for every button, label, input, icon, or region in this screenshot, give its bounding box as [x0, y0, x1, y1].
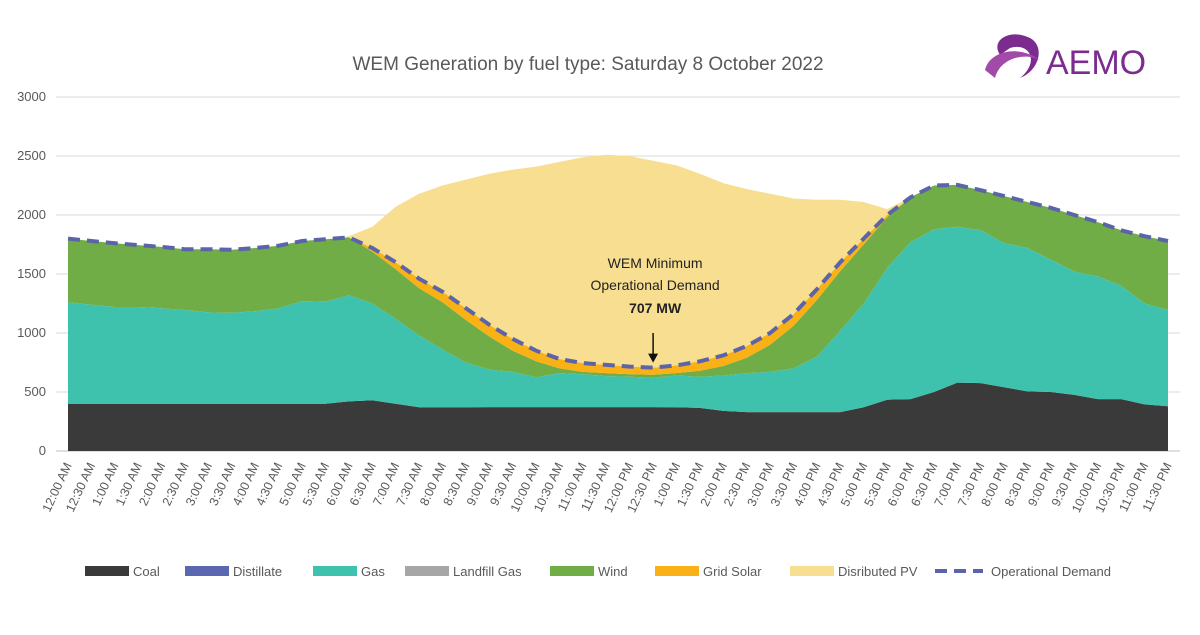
legend-swatch — [405, 566, 449, 576]
logo-text: AEMO — [1046, 44, 1146, 82]
annotation-text: Operational Demand — [591, 277, 720, 293]
legend-swatch — [313, 566, 357, 576]
legend-swatch — [550, 566, 594, 576]
y-tick-label: 1000 — [17, 325, 46, 340]
y-tick-label: 2500 — [17, 148, 46, 163]
annotation-value: 707 MW — [629, 300, 682, 316]
annotation-text: WEM Minimum — [608, 255, 703, 271]
demand-line — [67, 182, 1169, 370]
lines — [67, 182, 1169, 370]
y-tick-label: 500 — [24, 384, 46, 399]
area — [68, 154, 1168, 368]
y-tick-label: 3000 — [17, 89, 46, 104]
chart-title: WEM Generation by fuel type: Saturday 8 … — [352, 54, 823, 75]
logo: AEMO — [985, 34, 1146, 82]
y-tick-label: 0 — [39, 443, 46, 458]
area — [68, 184, 1168, 378]
legend-label: Wind — [598, 564, 628, 579]
legend: Coal Distillate Gas Landfill Gas Wind Grid So… — [85, 564, 1111, 579]
legend-swatch — [85, 566, 129, 576]
y-tick-label: 2000 — [17, 207, 46, 222]
legend-label: Coal — [133, 564, 160, 579]
legend-label: Distillate — [233, 564, 282, 579]
logo-swoosh — [985, 51, 1040, 78]
legend-label: Operational Demand — [991, 564, 1111, 579]
legend-swatch — [655, 566, 699, 576]
legend-label: Landfill Gas — [453, 564, 522, 579]
legend-swatch — [185, 566, 229, 576]
annotation-arrowhead — [648, 353, 659, 363]
area — [68, 382, 1168, 451]
legend-swatch — [790, 566, 834, 576]
legend-label: Gas — [361, 564, 385, 579]
logo-swoosh — [997, 34, 1039, 78]
legend-label: Disributed PV — [838, 564, 918, 579]
area — [68, 226, 1168, 413]
legend-label: Grid Solar — [703, 564, 762, 579]
areas — [68, 154, 1168, 451]
y-tick-label: 1500 — [17, 266, 46, 281]
